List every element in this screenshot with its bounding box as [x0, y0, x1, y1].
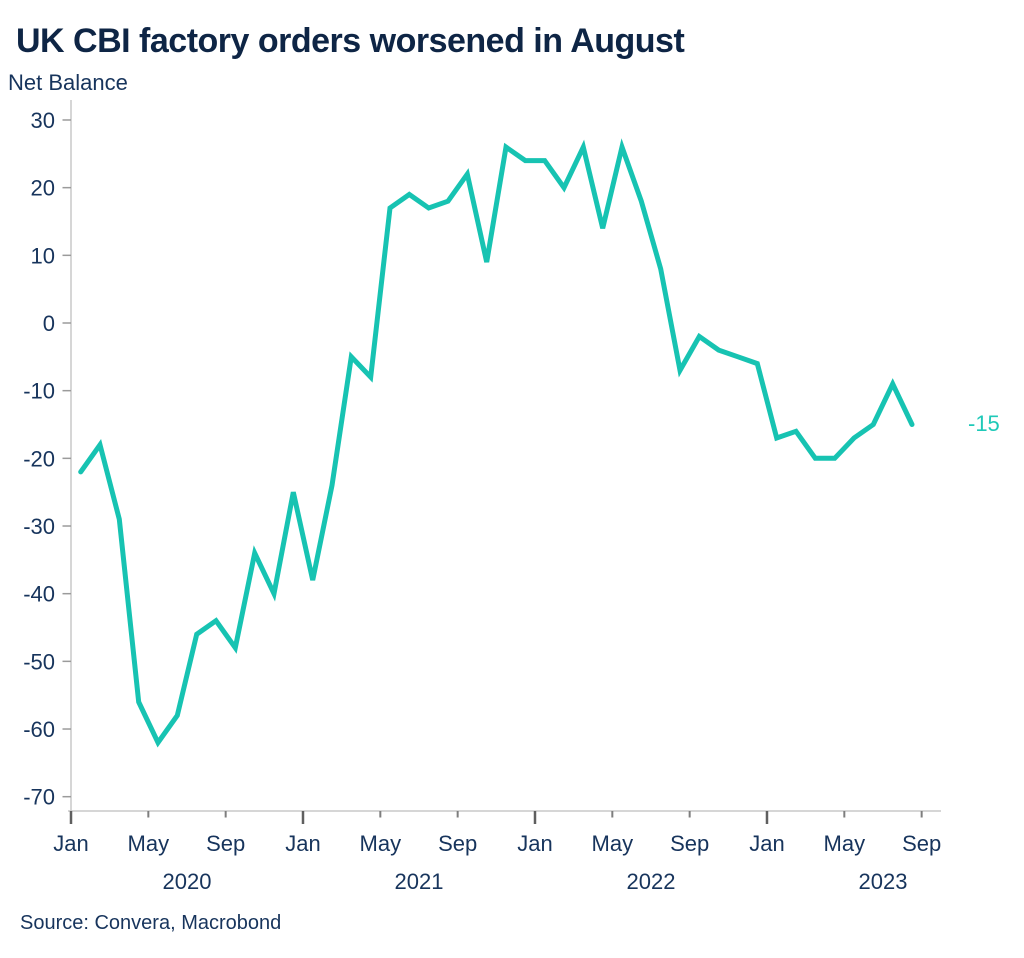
x-year-label: 2023 [859, 869, 908, 894]
y-tick-label: -60 [23, 717, 55, 742]
x-tick-label: May [360, 831, 402, 856]
y-tick-label: 10 [31, 243, 55, 268]
x-tick-label: Sep [438, 831, 477, 856]
x-tick-label: May [128, 831, 170, 856]
x-tick-label: Sep [902, 831, 941, 856]
y-tick-label: 30 [31, 108, 55, 133]
x-year-label: 2021 [395, 869, 444, 894]
data-line [78, 138, 915, 748]
x-tick-label: Jan [749, 831, 784, 856]
y-tick-label: -20 [23, 446, 55, 471]
y-tick-label: 20 [31, 176, 55, 201]
y-tick-label: -30 [23, 514, 55, 539]
y-tick-label: -70 [23, 785, 55, 810]
y-tick-label: -50 [23, 649, 55, 674]
x-tick-label: Sep [670, 831, 709, 856]
x-tick-label: Jan [53, 831, 88, 856]
source-credit: Source: Convera, Macrobond [20, 912, 282, 934]
x-tick-label: May [824, 831, 866, 856]
x-tick-label: May [592, 831, 634, 856]
x-year-label: 2022 [627, 869, 676, 894]
last-value-label: -15 [968, 411, 1000, 436]
y-tick-label: 0 [43, 311, 55, 336]
y-axis-title: Net Balance [8, 70, 128, 95]
x-tick-label: Jan [285, 831, 320, 856]
x-year-label: 2020 [163, 869, 212, 894]
chart-title: UK CBI factory orders worsened in August [16, 22, 685, 60]
x-tick-label: Jan [517, 831, 552, 856]
y-tick-label: -40 [23, 582, 55, 607]
x-tick-label: Sep [206, 831, 245, 856]
y-tick-label: -10 [23, 379, 55, 404]
